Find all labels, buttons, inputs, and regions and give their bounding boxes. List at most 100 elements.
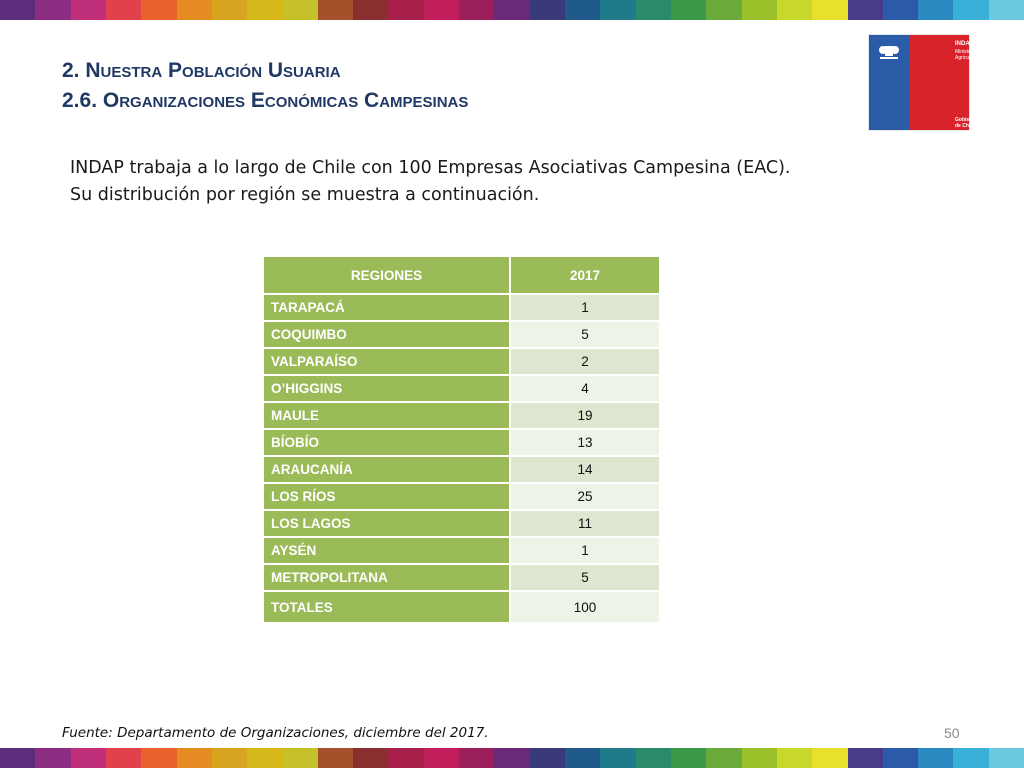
region-name: TARAPACÁ: [262, 293, 511, 322]
stripe-segment: [70, 0, 106, 20]
stripe-segment: [353, 0, 389, 20]
region-name: O’HIGGINS: [262, 374, 511, 403]
stripe-segment: [565, 0, 601, 20]
stripe-segment: [105, 748, 142, 768]
stripe-segment: [459, 748, 495, 768]
stripe-segment: [882, 748, 919, 768]
stripe-segment: [635, 748, 671, 768]
stripe-segment: [706, 748, 742, 768]
region-name: MAULE: [262, 401, 511, 430]
page-number: 50: [944, 725, 960, 741]
stripe-segment: [0, 0, 36, 20]
stripe-segment: [70, 748, 106, 768]
stripe-segment: [211, 748, 248, 768]
top-color-stripe: [0, 0, 1024, 20]
intro-line-1: INDAP trabaja a lo largo de Chile con 10…: [70, 158, 791, 178]
stripe-segment: [953, 748, 989, 768]
table-row: METROPOLITANA 5: [262, 563, 661, 592]
stripe-segment: [600, 0, 636, 20]
stripe-segment: [953, 0, 989, 20]
stripe-segment: [176, 748, 212, 768]
stripe-segment: [105, 0, 142, 20]
region-value: 4: [509, 374, 661, 403]
stripe-segment: [388, 0, 424, 20]
logo-brand: INDAP: [955, 41, 974, 47]
region-name: AYSÉN: [262, 536, 511, 565]
stripe-segment: [176, 0, 212, 20]
region-value: 5: [509, 563, 661, 592]
stripe-segment: [918, 748, 954, 768]
bottom-color-stripe: [0, 748, 1024, 768]
region-value: 19: [509, 401, 661, 430]
intro-paragraph: INDAP trabaja a lo largo de Chile con 10…: [70, 155, 870, 209]
stripe-segment: [635, 0, 671, 20]
stripe-segment: [741, 748, 777, 768]
stripe-segment: [247, 0, 283, 20]
source-note: Fuente: Departamento de Organizaciones, …: [62, 725, 489, 741]
region-value: 1: [509, 536, 661, 565]
stripe-segment: [776, 0, 813, 20]
slide-title: 2. Nuestra Población Usuaria 2.6. Organi…: [62, 56, 468, 116]
logo-red-panel: INDAP Ministerio de Agricultura Gobierno…: [909, 35, 983, 130]
stripe-segment: [847, 0, 883, 20]
intro-line-2: Su distribución por región se muestra a …: [70, 185, 540, 205]
stripe-segment: [529, 748, 565, 768]
stripe-segment: [988, 0, 1024, 20]
stripe-segment: [847, 748, 883, 768]
table-row: COQUIMBO 5: [262, 320, 661, 349]
stripe-segment: [35, 0, 71, 20]
stripe-segment: [812, 748, 848, 768]
region-name: LOS LAGOS: [262, 509, 511, 538]
stripe-segment: [353, 748, 389, 768]
stripe-segment: [247, 748, 283, 768]
region-value: 14: [509, 455, 661, 484]
region-value: 11: [509, 509, 661, 538]
stripe-segment: [211, 0, 248, 20]
region-name: BÍOBÍO: [262, 428, 511, 457]
stripe-segment: [459, 0, 495, 20]
logo-ministry: Ministerio de Agricultura: [955, 49, 984, 61]
stripe-segment: [141, 748, 177, 768]
region-value: 5: [509, 320, 661, 349]
stripe-segment: [317, 748, 354, 768]
stripe-segment: [988, 748, 1024, 768]
header-regiones: REGIONES: [262, 255, 511, 295]
stripe-segment: [529, 0, 565, 20]
stripe-segment: [141, 0, 177, 20]
stripe-segment: [317, 0, 354, 20]
stripe-segment: [600, 748, 636, 768]
stripe-segment: [706, 0, 742, 20]
regions-table: REGIONES 2017 TARAPACÁ 1 COQUIMBO 5 VALPAR…: [262, 255, 661, 624]
table-row: VALPARAÍSO 2: [262, 347, 661, 376]
stripe-segment: [741, 0, 777, 20]
region-name: VALPARAÍSO: [262, 347, 511, 376]
coat-of-arms-icon: [879, 46, 899, 59]
total-label: TOTALES: [262, 590, 511, 624]
stripe-segment: [0, 748, 36, 768]
table-row: ARAUCANÍA 14: [262, 455, 661, 484]
stripe-segment: [812, 0, 848, 20]
stripe-segment: [35, 748, 71, 768]
logo-blue-panel: [869, 35, 909, 130]
stripe-segment: [882, 0, 919, 20]
header-2017: 2017: [509, 255, 661, 295]
table-row: O’HIGGINS 4: [262, 374, 661, 403]
region-value: 1: [509, 293, 661, 322]
total-value: 100: [509, 590, 661, 624]
stripe-segment: [423, 0, 460, 20]
stripe-segment: [282, 748, 318, 768]
table-row: MAULE 19: [262, 401, 661, 430]
table-row: AYSÉN 1: [262, 536, 661, 565]
stripe-segment: [388, 748, 424, 768]
stripe-segment: [423, 748, 460, 768]
title-line-2: 2.6. Organizaciones Económicas Campesina…: [62, 89, 469, 112]
table-row: BÍOBÍO 13: [262, 428, 661, 457]
region-name: COQUIMBO: [262, 320, 511, 349]
table-total-row: TOTALES 100: [262, 590, 661, 624]
stripe-segment: [282, 0, 318, 20]
region-name: ARAUCANÍA: [262, 455, 511, 484]
stripe-segment: [494, 748, 530, 768]
region-name: METROPOLITANA: [262, 563, 511, 592]
table-row: LOS RÍOS 25: [262, 482, 661, 511]
region-name: LOS RÍOS: [262, 482, 511, 511]
